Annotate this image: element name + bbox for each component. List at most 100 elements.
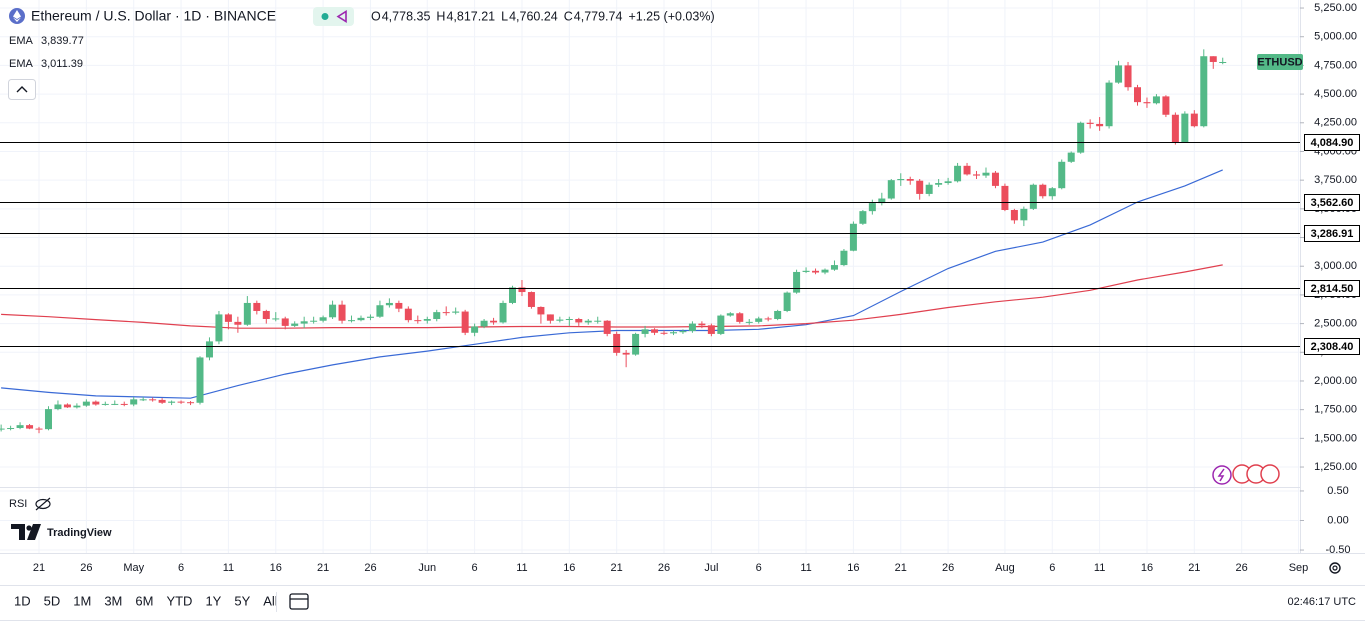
- candle-body: [395, 302, 403, 309]
- candle-body: [632, 333, 640, 355]
- clock: 02:46:17 UTC: [1288, 596, 1357, 608]
- candle-body: [16, 425, 24, 429]
- y-tick-label: 2,500.00: [1314, 318, 1357, 330]
- x-tick-label: 6: [178, 562, 184, 574]
- candle-body: [868, 203, 876, 212]
- ema-name: EMA: [9, 58, 34, 70]
- x-tick-label: 21: [895, 562, 907, 574]
- event-icon-glyph: [1217, 468, 1225, 482]
- candle-body: [698, 323, 706, 326]
- x-tick-label: 21: [317, 562, 329, 574]
- candle-body: [1048, 188, 1056, 197]
- x-tick-label: 26: [80, 562, 92, 574]
- range-button[interactable]: 6M: [135, 593, 153, 608]
- ohlc-value: 4,779.74: [574, 9, 623, 23]
- candle-body: [1200, 56, 1208, 127]
- x-tick-label: Jul: [704, 562, 718, 574]
- candle-body: [755, 318, 763, 322]
- candle-body: [1143, 102, 1151, 104]
- range-button[interactable]: 5Y: [234, 593, 250, 608]
- settings-icon: [1332, 565, 1338, 571]
- candle-body: [357, 317, 365, 321]
- symbol-icon-glyph: [13, 10, 21, 22]
- candle-body: [745, 321, 753, 323]
- candle-body: [1190, 113, 1198, 127]
- candle-body: [177, 401, 185, 403]
- candle-body: [7, 428, 15, 430]
- y-tick-label: -0.50: [1325, 544, 1350, 556]
- rsi-label: RSI: [9, 498, 27, 510]
- settings-icon[interactable]: [1329, 562, 1341, 574]
- range-button[interactable]: 1M: [73, 593, 91, 608]
- y-tick-label: 2,000.00: [1314, 375, 1357, 387]
- range-button[interactable]: 1Y: [205, 593, 221, 608]
- collapse-button[interactable]: [8, 79, 36, 100]
- brand-logo: [27, 524, 41, 540]
- range-button[interactable]: 3M: [104, 593, 122, 608]
- candle-body: [584, 320, 592, 323]
- y-tick-label: 3,000.00: [1314, 260, 1357, 272]
- x-tick-label: 21: [33, 562, 45, 574]
- candle-body: [196, 357, 204, 403]
- candle-body: [82, 401, 90, 406]
- status-pill[interactable]: [313, 7, 354, 26]
- y-tick-label: 1,500.00: [1314, 432, 1357, 444]
- ema-line: [1, 169, 1223, 399]
- candle-body: [688, 323, 696, 332]
- candle-body: [149, 399, 157, 401]
- ohlc-key: L: [501, 9, 508, 23]
- candle-body: [774, 310, 782, 320]
- x-tick-label: 26: [364, 562, 376, 574]
- candle-body: [120, 403, 128, 405]
- x-tick-label: Jun: [418, 562, 436, 574]
- visibility-icon[interactable]: [35, 497, 51, 511]
- candle-body: [92, 401, 100, 405]
- candle-body: [348, 320, 356, 322]
- candle-body: [1209, 56, 1217, 62]
- candle-body: [442, 312, 450, 314]
- candle-body: [1010, 209, 1018, 221]
- ohlc-key: C: [564, 9, 573, 23]
- y-tick-label: 1,250.00: [1314, 461, 1357, 473]
- candle-body: [509, 287, 516, 303]
- candle-body: [1171, 114, 1179, 143]
- brand-logo: [11, 524, 25, 540]
- candle-body: [376, 305, 384, 317]
- y-tick-label: 3,750.00: [1314, 174, 1357, 186]
- brand-logo: [26, 525, 32, 531]
- ohlc-value: 4,817.21: [446, 9, 495, 23]
- x-tick-label: Sep: [1289, 562, 1309, 574]
- x-tick-label: 11: [1094, 562, 1105, 574]
- candle-body: [63, 404, 71, 408]
- y-tick-label: 0.50: [1327, 485, 1348, 497]
- range-button[interactable]: All: [263, 593, 278, 608]
- level-label: 4,084.90: [1311, 137, 1354, 149]
- range-button[interactable]: YTD: [166, 593, 192, 608]
- y-tick-label: 4,500.00: [1314, 88, 1357, 100]
- ema-name: EMA: [9, 35, 34, 47]
- event-icon[interactable]: [1212, 465, 1232, 485]
- candle-body: [897, 179, 905, 181]
- range-button[interactable]: 5D: [44, 593, 61, 608]
- candle-body: [300, 321, 308, 324]
- date-range-icon[interactable]: [289, 593, 309, 610]
- x-tick-label: 16: [1141, 562, 1153, 574]
- range-button[interactable]: 1D: [14, 593, 31, 608]
- candle-body: [594, 320, 602, 322]
- level-label-box: [1304, 134, 1360, 151]
- candle-body: [54, 404, 62, 410]
- ohlc-value: 4,760.24: [509, 9, 558, 23]
- candle-body: [1077, 122, 1085, 153]
- candle-body: [130, 399, 138, 405]
- y-tick-label: 5,000.00: [1314, 31, 1357, 43]
- level-label-box: [1304, 225, 1360, 242]
- candle-body: [963, 165, 971, 175]
- candle-body: [830, 265, 838, 270]
- candle-body: [1029, 184, 1037, 209]
- candle-body: [840, 250, 848, 266]
- level-label-box: [1304, 338, 1360, 355]
- candle-body: [423, 319, 431, 321]
- eye-slash: [35, 497, 51, 511]
- x-tick-label: 11: [223, 562, 234, 574]
- event-icon[interactable]: [1260, 464, 1280, 484]
